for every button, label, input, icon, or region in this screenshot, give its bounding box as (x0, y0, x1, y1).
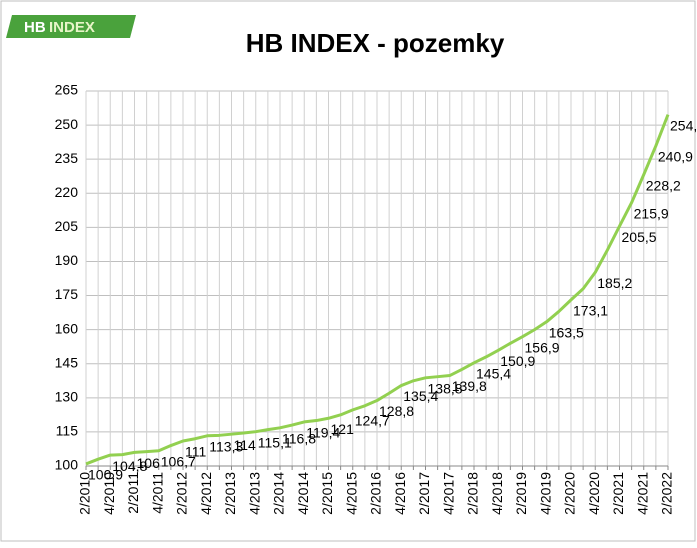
data-label: 121 (331, 421, 355, 437)
data-label: 119,4 (306, 425, 340, 441)
y-tick-label: 190 (55, 252, 79, 268)
x-tick-label: 4/2013 (246, 472, 262, 515)
x-tick-label: 2/2011 (125, 472, 141, 514)
x-tick-label: 4/2016 (392, 472, 408, 515)
data-label: 113,3 (209, 438, 243, 454)
data-label: 156,9 (525, 339, 560, 355)
y-tick-label: 250 (55, 116, 79, 132)
x-tick-label: 4/2012 (198, 472, 214, 515)
data-label: 185,2 (597, 275, 632, 291)
y-tick-label: 145 (55, 354, 79, 370)
data-label: 104,8 (112, 458, 147, 474)
data-label: 205,5 (622, 229, 657, 245)
x-tick-label: 4/2019 (537, 472, 553, 515)
logo-hb: HB (24, 19, 46, 36)
x-tick-label: 2/2010 (77, 472, 93, 515)
x-tick-label: 2/2016 (368, 472, 384, 515)
y-tick-label: 100 (55, 457, 79, 473)
x-tick-label: 2/2015 (319, 472, 335, 515)
y-tick-label: 115 (56, 423, 79, 439)
data-label: 139,8 (452, 378, 487, 394)
data-label: 106,7 (161, 453, 196, 469)
line-series (85, 114, 670, 466)
data-label: 173,1 (573, 303, 608, 319)
data-label: 145,4 (476, 366, 511, 382)
x-tick-label: 4/2010 (101, 472, 117, 515)
data-label: 135,4 (403, 388, 438, 404)
data-label: 116,8 (282, 431, 316, 447)
x-tick-label: 2/2021 (610, 472, 626, 515)
data-label: 228,2 (646, 177, 681, 193)
y-tick-label: 205 (55, 218, 79, 234)
data-label: 111 (185, 444, 206, 460)
data-label: 124,7 (355, 413, 390, 429)
x-tick-label: 4/2017 (440, 472, 456, 515)
data-label: 240,9 (658, 148, 693, 164)
x-tick-label: 4/2011 (149, 472, 165, 514)
x-tick-label: 2/2014 (271, 472, 287, 515)
data-label: 115,1 (258, 434, 292, 450)
y-tick-label: 265 (55, 82, 79, 98)
y-tick-label: 175 (55, 286, 79, 302)
x-tick-label: 4/2020 (586, 472, 602, 515)
x-tick-label: 2/2022 (659, 472, 675, 515)
data-label: 150,9 (500, 353, 535, 369)
data-label: 138,8 (428, 381, 463, 397)
data-label: 215,9 (634, 205, 669, 221)
x-tick-label: 2/2013 (222, 472, 238, 515)
data-label: 100,9 (88, 467, 123, 483)
data-label: 163,5 (549, 324, 584, 340)
logo: HB INDEX (6, 15, 136, 38)
y-tick-label: 235 (55, 150, 79, 166)
data-label: 106 (137, 455, 161, 471)
logo-banner (6, 15, 136, 38)
x-tick-label: 2/2018 (465, 472, 481, 515)
x-tick-label: 2/2020 (562, 472, 578, 515)
x-tick-label: 4/2018 (489, 472, 505, 515)
x-tick-label: 4/2014 (295, 472, 311, 515)
chart-title: HB INDEX - pozemky (246, 28, 505, 58)
y-tick-label: 160 (55, 320, 79, 336)
logo-index: INDEX (49, 19, 95, 36)
x-tick-label: 2/2019 (513, 472, 529, 515)
data-label: 114 (234, 437, 257, 453)
data-label: 254,6 (670, 117, 697, 133)
x-tick-label: 4/2015 (343, 472, 359, 515)
data-label: 128,8 (379, 403, 414, 419)
x-tick-label: 2/2012 (174, 472, 190, 515)
x-tick-label: 2/2017 (416, 472, 432, 515)
y-tick-label: 220 (55, 184, 79, 200)
y-tick-label: 130 (55, 389, 79, 405)
x-tick-label: 4/2021 (634, 472, 650, 515)
